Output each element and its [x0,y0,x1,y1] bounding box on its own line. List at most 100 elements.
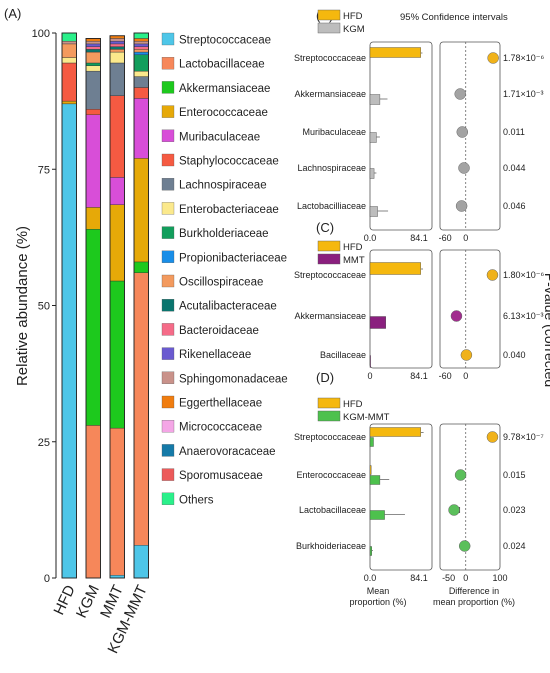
stack-segment [133,38,149,42]
taxon-label: Burkhoideriaceae [296,541,366,551]
group-legend-swatch [317,410,341,422]
stack-segment [109,43,125,47]
diff-tick-label: -60 [439,233,452,243]
group-legend-swatch [317,253,341,265]
stack-segment [133,51,149,56]
y-tick-label: 75 [38,164,50,176]
mean-axis-label: Mean [367,586,390,596]
legend-label: Lactobacillaceae [179,59,265,71]
stack-segment [109,49,125,53]
bar-outline [85,38,101,579]
stack-segment [85,46,101,50]
mean-axis-label: proportion (%) [349,597,406,607]
mean-plot-box [369,249,433,369]
stack-segment [61,57,77,64]
mean-tick-label: 84.1 [410,371,428,381]
legend-swatch [161,105,175,118]
mean-bar [369,437,374,447]
stack-segment [109,62,125,96]
legend-swatch [161,129,175,142]
diff-point [486,431,499,443]
diff-point [454,469,467,481]
legend-label: Staphylococcaceae [179,156,279,168]
diff-point [455,200,468,212]
legend-swatch [161,420,175,433]
bar-outline [133,32,149,579]
mean-tick-label: 0.0 [364,573,377,583]
stack-segment [133,70,149,77]
mean-tick-label: 0.0 [364,233,377,243]
stack-segment [61,40,77,45]
legend-label: Sporomusaceae [179,470,263,482]
diff-tick-label: 100 [492,573,507,583]
stack-segment [61,103,77,579]
legend-swatch [161,492,175,505]
taxon-label: Streptococcaceae [294,53,366,63]
legend-swatch [161,395,175,409]
stack-segment [109,95,125,178]
stack-segment [133,46,149,50]
legend-swatch [161,250,175,263]
mean-bar [369,465,372,475]
diff-axis-label: mean proportion (%) [433,597,515,607]
legend-label: Streptococcaceae [179,35,271,47]
legend-label: Muribaculaceae [179,131,260,143]
bar-outline [109,35,125,579]
mean-bar [369,132,377,143]
stack-segment [133,545,149,579]
stack-segment [133,98,149,159]
diff-point [454,88,466,100]
taxon-label: Muribaculaceae [302,127,366,137]
group-legend-label: HFD [343,11,363,22]
stack-segment [61,100,77,105]
stack-segment [133,261,149,273]
legend-swatch [161,347,175,360]
legend-swatch [161,444,175,457]
legend-swatch [161,202,175,215]
y-tick-label: 50 [38,301,50,313]
legend-swatch [161,57,175,70]
p-value-label: 0.023 [503,505,526,515]
legend-swatch [161,274,175,288]
diff-plot-box [439,249,501,369]
p-value-label: 0.040 [503,350,526,360]
diff-plot-box [439,41,501,231]
stack-segment [109,280,125,429]
panel-a-letter: (A) [4,6,21,21]
legend-label: Acutalibacteraceae [179,301,277,313]
group-legend-label: HFD [343,242,363,253]
stack-segment [85,425,101,579]
legend-label: Eggerthellaceae [179,398,262,410]
legend-label: Micrococcaceae [179,422,262,434]
p-value-label: 0.015 [503,470,526,480]
legend-label: Enterococcaceae [179,107,268,119]
mean-bar [369,427,421,437]
stack-segment [109,177,125,205]
diff-point [487,52,499,64]
ci-header: 95% Confidence intervals [400,12,508,23]
legend-swatch [161,468,175,481]
legend-label: Anaerovoracaceae [179,446,276,458]
legend-label: Lachnospiraceae [179,180,267,192]
mean-bar [369,546,372,556]
taxon-label: Lactobacilliaceae [297,201,366,211]
diff-point [448,504,460,516]
diff-point [486,269,499,281]
stack-segment [85,62,101,66]
mean-bar [369,94,381,105]
panel-letter: (C) [316,220,334,235]
mean-bar [369,316,386,329]
group-legend-swatch [317,9,341,21]
mean-bar [369,262,421,275]
group-legend-label: KGM [343,24,365,35]
mean-bar [369,510,385,520]
diff-plot-box [439,423,501,571]
group-legend-label: HFD [343,399,363,410]
group-legend-label: MMT [343,255,365,266]
p-value-label: 1.78×10⁻⁶ [503,53,545,63]
p-value-label: 1.71×10⁻³ [503,89,544,99]
stack-segment [85,228,101,426]
stack-segment [133,76,149,88]
p-value-label: 6.13×10⁻³ [503,311,544,321]
taxon-label: Streptococcaceae [294,270,366,280]
